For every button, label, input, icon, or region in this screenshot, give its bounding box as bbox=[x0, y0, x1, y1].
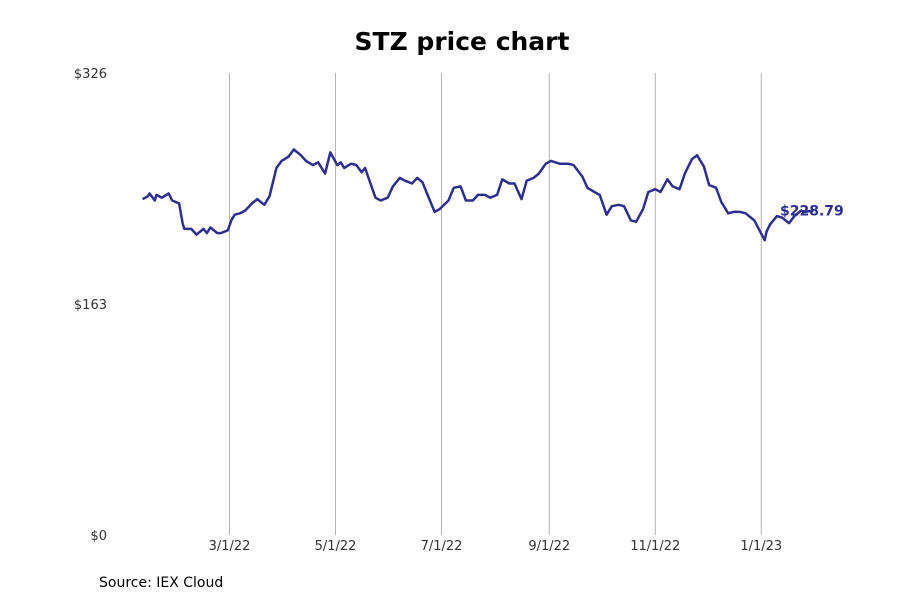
x-axis-ticks: 3/1/22 5/1/22 7/1/22 9/1/22 11/1/22 1/1/23 bbox=[209, 539, 783, 554]
x-tick-label: 9/1/22 bbox=[528, 539, 570, 554]
last-price-label: $228.79 bbox=[780, 203, 844, 219]
y-tick-label: $0 bbox=[90, 529, 107, 544]
y-tick-label: $326 bbox=[74, 67, 107, 82]
source-note: Source: IEX Cloud bbox=[99, 575, 223, 591]
gridlines bbox=[229, 73, 762, 535]
x-tick-label: 11/1/22 bbox=[630, 539, 680, 554]
x-tick-label: 7/1/22 bbox=[421, 539, 463, 554]
x-tick-label: 5/1/22 bbox=[315, 539, 357, 554]
y-tick-label: $163 bbox=[74, 298, 107, 313]
x-tick-label: 3/1/22 bbox=[209, 539, 251, 554]
price-series-line bbox=[142, 148, 814, 242]
x-tick-label: 1/1/23 bbox=[740, 539, 782, 554]
chart-title: STZ price chart bbox=[355, 27, 570, 56]
y-axis-ticks: $0 $163 $326 bbox=[74, 67, 107, 544]
